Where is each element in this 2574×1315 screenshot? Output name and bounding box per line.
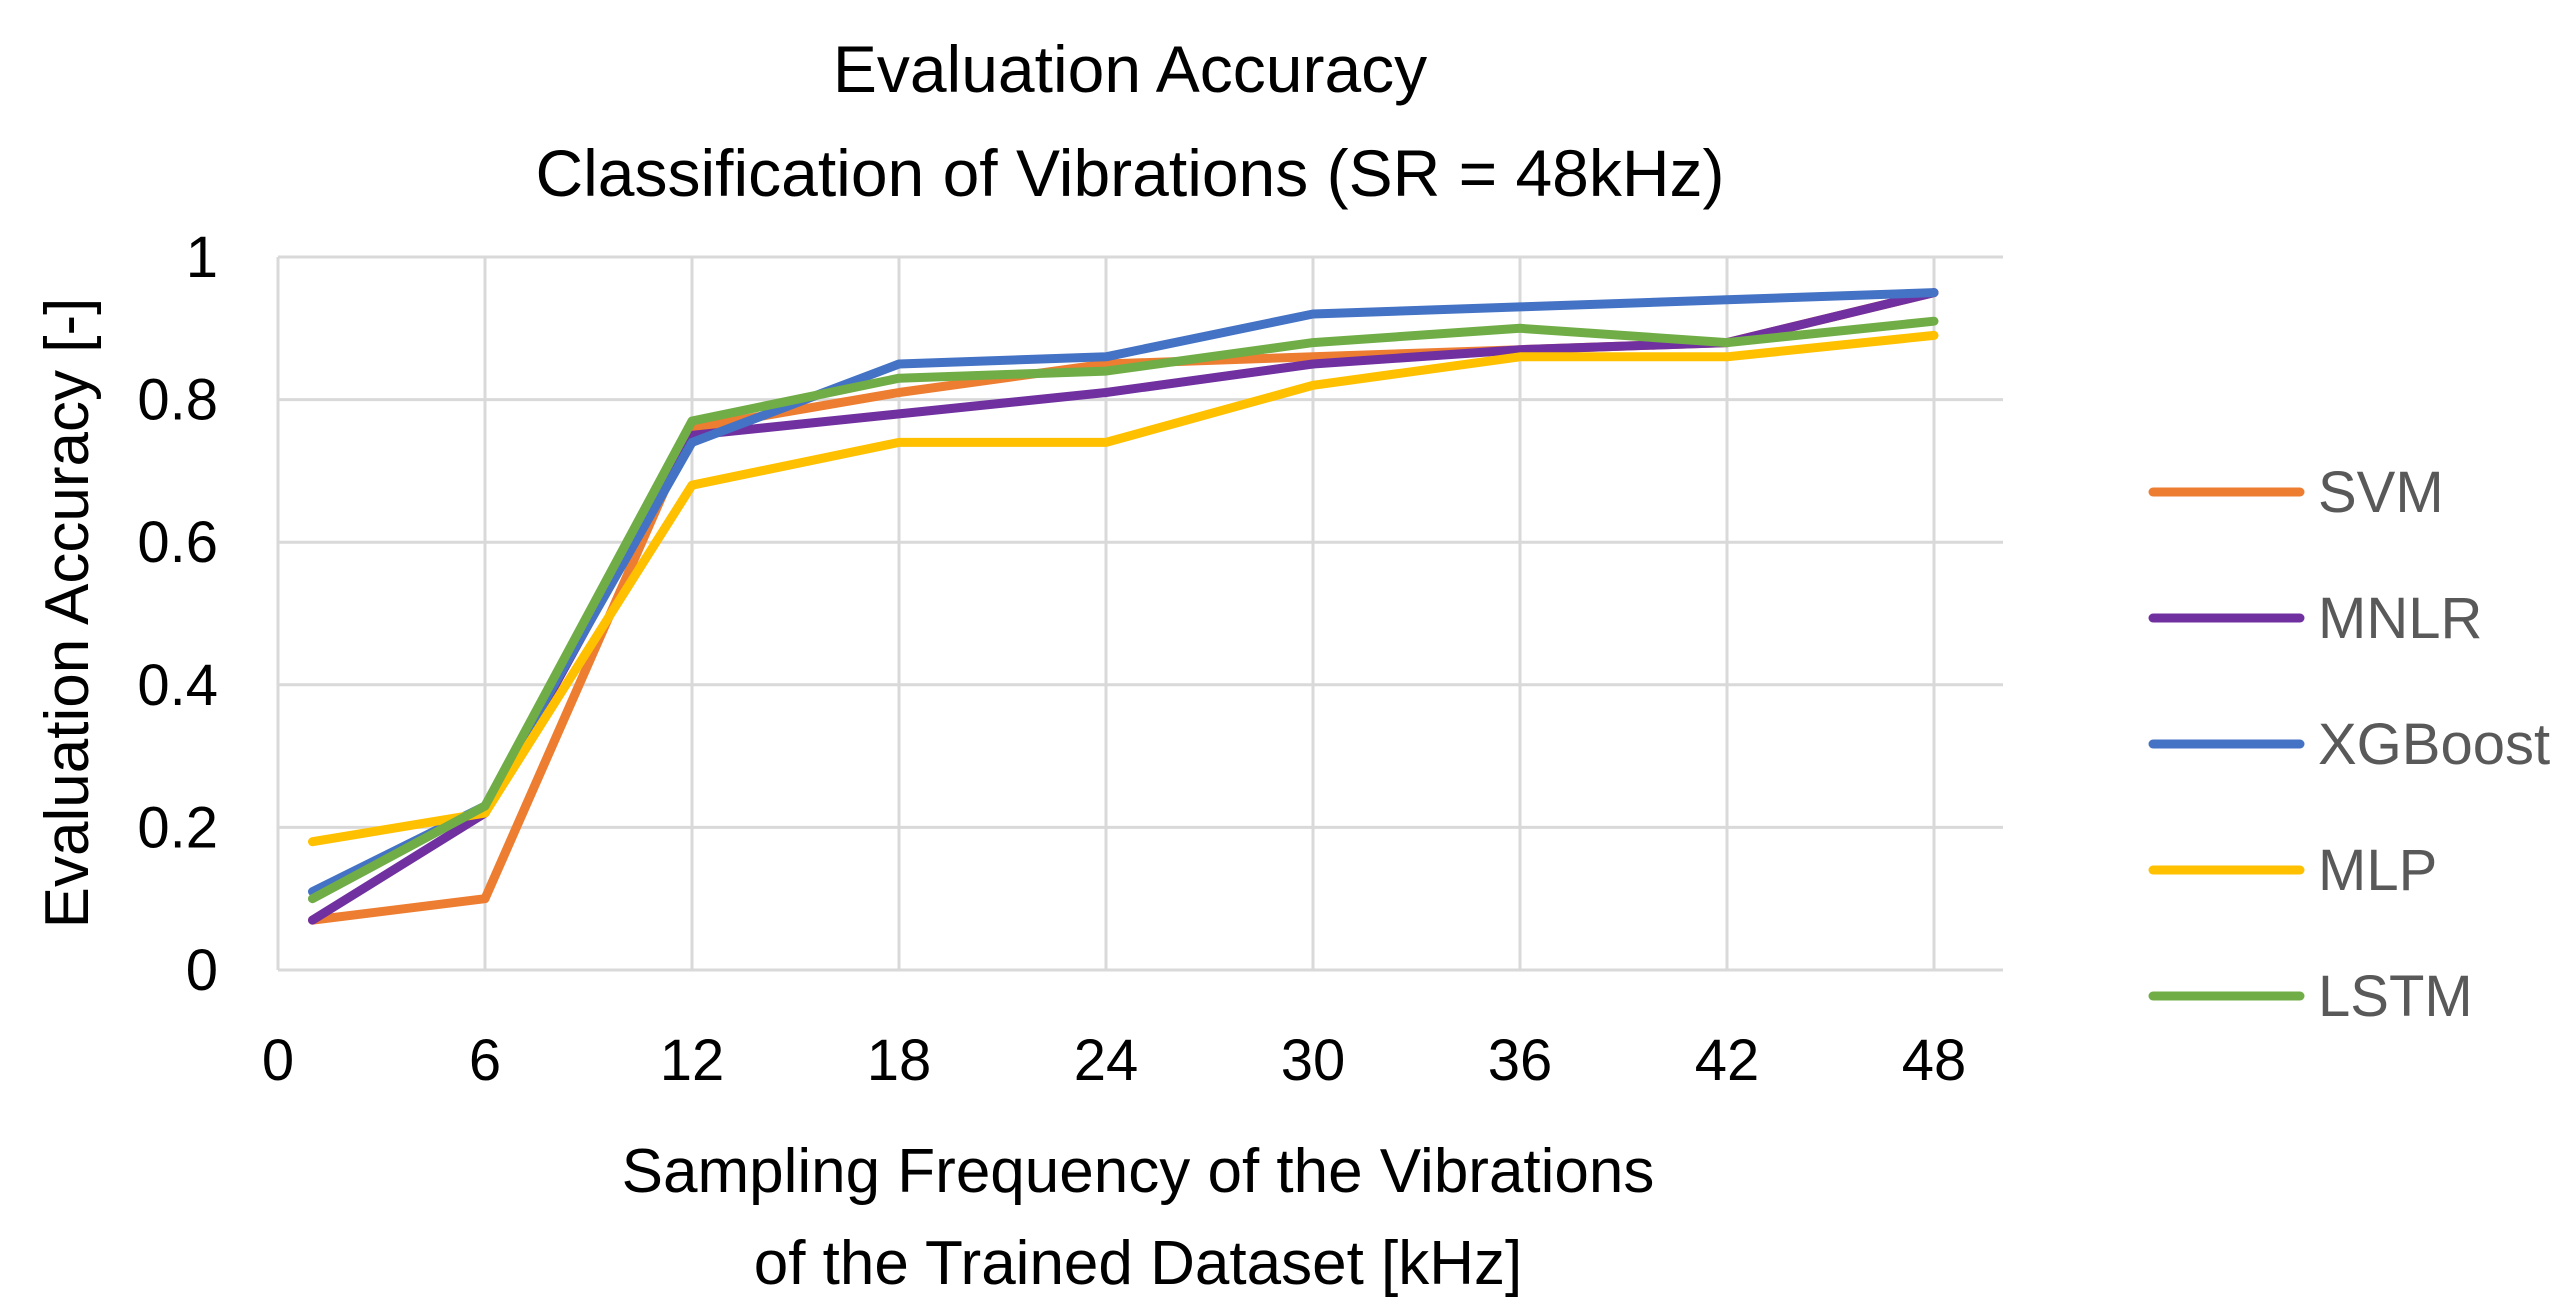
legend-label-mnlr: MNLR — [2318, 586, 2482, 651]
x-axis-label-line2: of the Trained Dataset [kHz] — [754, 1229, 1523, 1298]
chart-title: Evaluation Accuracy — [833, 32, 1427, 106]
series-lines — [308, 288, 1939, 925]
x-tick-label: 6 — [469, 1028, 501, 1093]
x-tick-label: 36 — [1488, 1028, 1553, 1093]
x-tick-label: 18 — [867, 1028, 932, 1093]
chart-subtitle: Classification of Vibrations (SR = 48kHz… — [535, 136, 1724, 210]
x-tick-label: 42 — [1695, 1028, 1760, 1093]
y-tick-label: 0.2 — [137, 795, 218, 860]
legend-label-mlp: MLP — [2318, 838, 2437, 903]
y-tick-labels: 0 0.2 0.4 0.6 0.8 1 — [137, 225, 218, 1003]
y-axis-label: Evaluation Accuracy [-] — [33, 298, 102, 929]
axes — [276, 257, 2003, 972]
y-tick-label: 0.4 — [137, 653, 218, 718]
y-tick-label: 0 — [186, 938, 218, 1003]
y-tick-label: 0.6 — [137, 510, 218, 575]
x-tick-label: 30 — [1281, 1028, 1346, 1093]
x-tick-labels: 0 6 12 18 24 30 36 42 48 — [262, 1028, 1966, 1093]
x-tick-label: 24 — [1074, 1028, 1139, 1093]
series-line-lstm — [308, 316, 1939, 904]
legend: SVM MNLR XGBoost MLP LSTM — [2148, 460, 2550, 1029]
x-tick-label: 0 — [262, 1028, 294, 1093]
series-line-mlp — [308, 330, 1939, 847]
y-tick-label: 0.8 — [137, 368, 218, 433]
x-axis-label-line1: Sampling Frequency of the Vibrations — [622, 1137, 1655, 1206]
legend-label-lstm: LSTM — [2318, 964, 2473, 1029]
y-tick-label: 1 — [186, 225, 218, 290]
legend-label-xgboost: XGBoost — [2318, 712, 2550, 777]
legend-label-svm: SVM — [2318, 460, 2444, 525]
x-tick-label: 12 — [660, 1028, 725, 1093]
x-tick-label: 48 — [1902, 1028, 1967, 1093]
series-line-xgboost — [308, 288, 1939, 897]
